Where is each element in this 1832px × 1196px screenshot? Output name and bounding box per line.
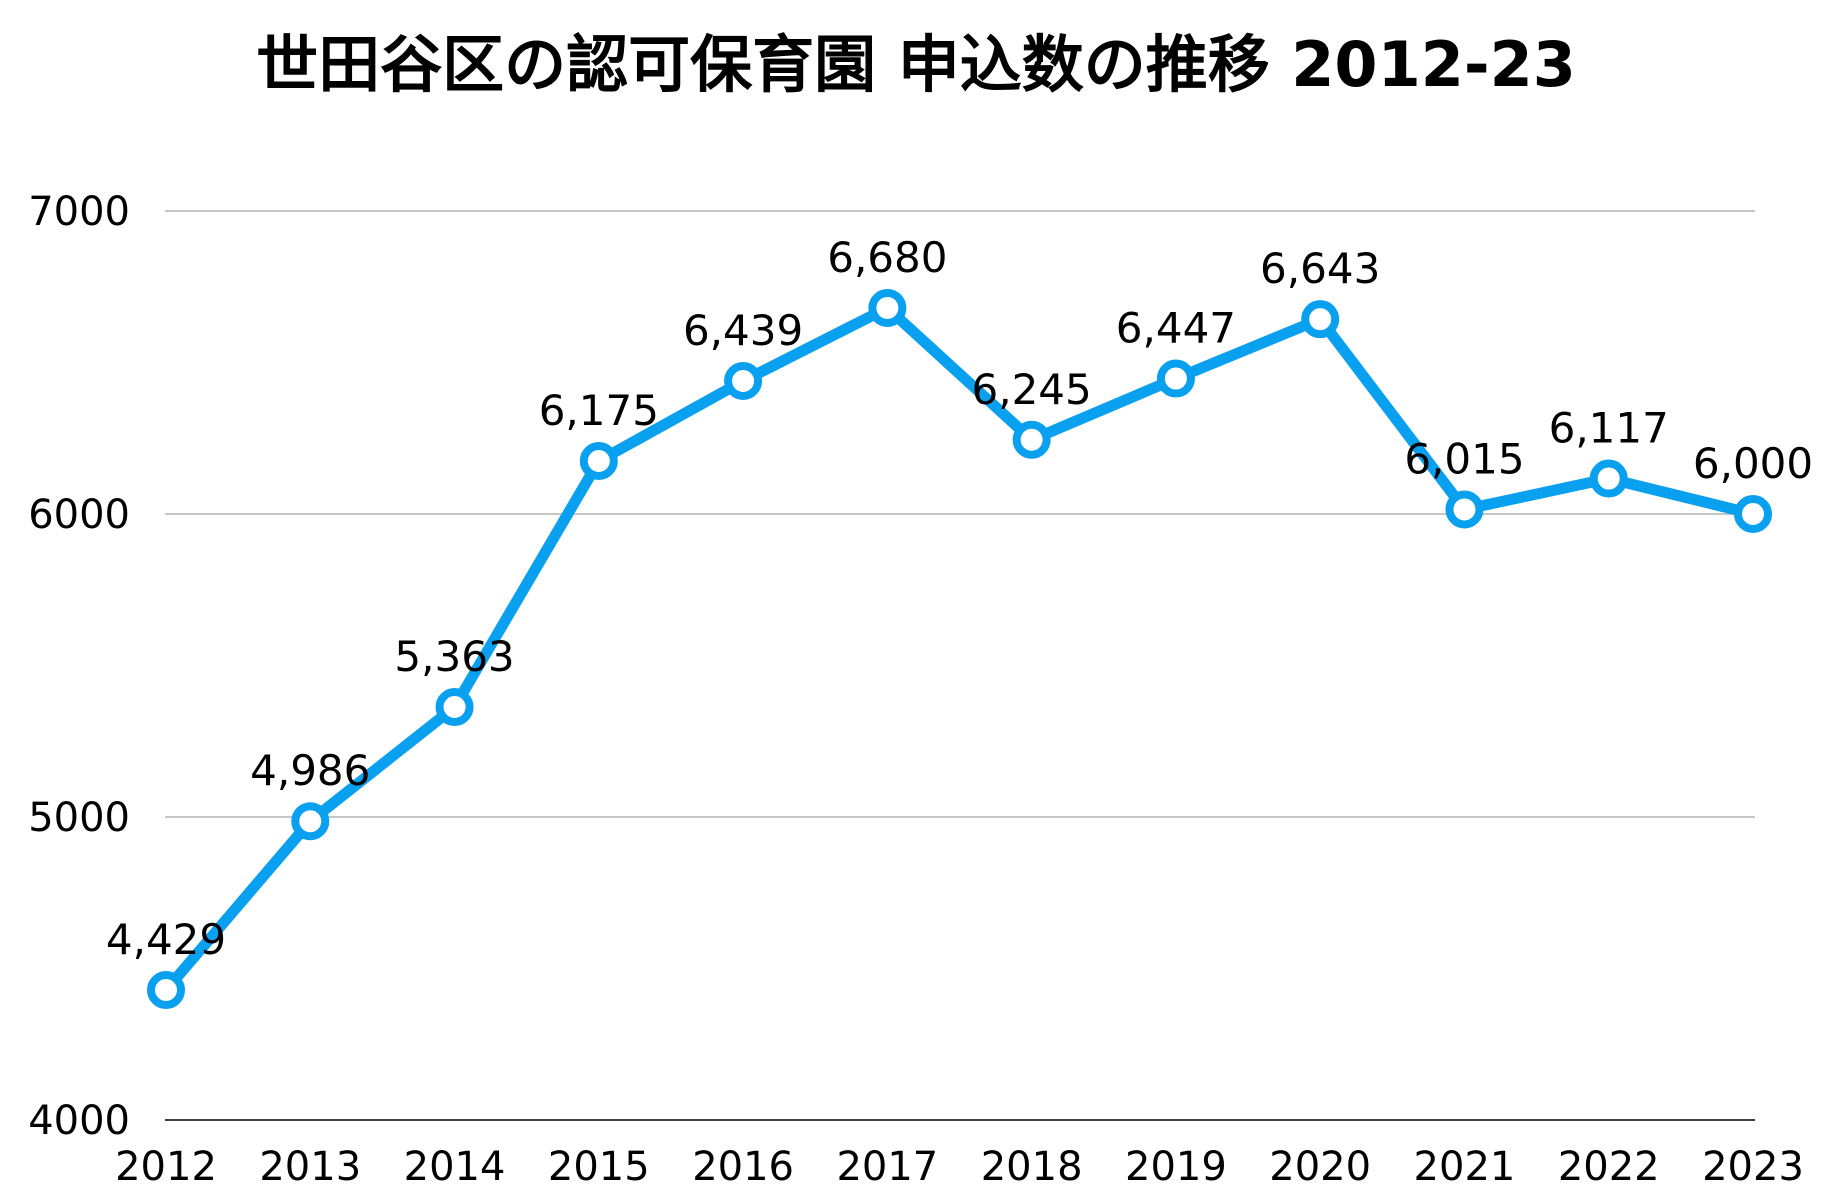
- data-label: 6,175: [539, 386, 659, 435]
- series-line: [160, 302, 1759, 996]
- x-tick-label: 2017: [836, 1144, 938, 1190]
- y-tick-label: 4000: [28, 1098, 130, 1144]
- data-label: 6,447: [1116, 304, 1236, 353]
- data-label: 6,117: [1549, 404, 1669, 453]
- x-tick-label: 2023: [1702, 1144, 1804, 1190]
- data-point-marker: [291, 802, 330, 841]
- data-point-marker: [1445, 490, 1484, 529]
- data-point-marker: [868, 288, 907, 327]
- x-tick-label: 2015: [548, 1144, 650, 1190]
- data-point-marker: [1734, 495, 1772, 533]
- x-tick-label: 2016: [692, 1144, 794, 1190]
- x-tick-label: 2020: [1269, 1144, 1371, 1190]
- data-point-marker: [1301, 300, 1340, 339]
- data-label: 6,643: [1260, 244, 1380, 293]
- data-point-marker: [1012, 420, 1051, 459]
- x-tick-label: 2022: [1558, 1144, 1660, 1190]
- y-tick-label: 7000: [28, 189, 130, 235]
- y-tick-label: 5000: [28, 795, 130, 841]
- chart-title: 世田谷区の認可保育園 申込数の推移 2012-23: [256, 28, 1576, 101]
- data-label: 6,680: [827, 233, 947, 282]
- data-point-marker: [147, 971, 185, 1010]
- data-label: 4,429: [106, 915, 226, 964]
- data-label: 6,000: [1693, 439, 1813, 488]
- x-tick-label: 2014: [404, 1144, 506, 1190]
- data-label: 5,363: [394, 632, 514, 681]
- y-tick-label: 6000: [28, 492, 130, 538]
- x-tick-label: 2013: [259, 1144, 361, 1190]
- data-label: 6,015: [1404, 434, 1524, 483]
- x-tick-label: 2018: [981, 1144, 1083, 1190]
- data-point-marker: [724, 361, 763, 400]
- data-point-marker: [1156, 359, 1195, 398]
- data-point-marker: [435, 688, 474, 727]
- x-tick-label: 2012: [115, 1144, 217, 1190]
- data-point-marker: [1589, 459, 1628, 498]
- data-point-marker: [579, 441, 618, 480]
- x-tick-label: 2021: [1414, 1144, 1516, 1190]
- data-label: 6,439: [683, 306, 803, 355]
- data-label: 4,986: [250, 746, 370, 795]
- data-label: 6,245: [972, 365, 1092, 414]
- x-tick-label: 2019: [1125, 1144, 1227, 1190]
